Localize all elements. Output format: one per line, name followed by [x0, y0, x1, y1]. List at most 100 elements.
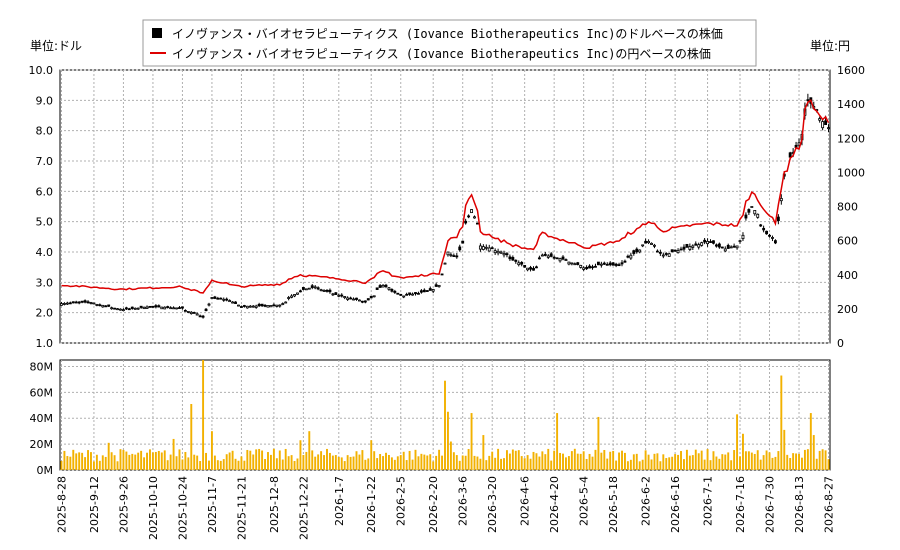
- volume-bar: [438, 449, 441, 470]
- candle-body: [679, 248, 683, 251]
- volume-bar: [458, 460, 461, 470]
- volume-bar: [491, 451, 494, 470]
- candle-body: [107, 304, 111, 307]
- volume-bar: [134, 454, 137, 470]
- volume-bar: [131, 453, 134, 470]
- volume-bar: [747, 451, 750, 470]
- candle-body: [113, 307, 117, 310]
- candle-body: [682, 246, 686, 250]
- candle-body: [245, 305, 249, 309]
- legend-box: [142, 19, 757, 67]
- volume-bar: [387, 454, 390, 470]
- volume-bar: [470, 413, 473, 470]
- volume-bar: [92, 461, 95, 470]
- volume-bar: [78, 452, 81, 470]
- candle-body: [251, 305, 255, 308]
- x-tick-label: 2026-3-20: [486, 476, 499, 533]
- volume-bar: [234, 458, 237, 470]
- x-tick-label: 2026-6-16: [669, 476, 682, 533]
- candle-body: [83, 300, 87, 303]
- price-plot-area: [59, 69, 831, 344]
- candle-body: [414, 292, 417, 295]
- volume-bar: [467, 449, 470, 470]
- right-tick-label: 800: [837, 201, 858, 214]
- candle-body: [62, 303, 66, 305]
- volume-bar: [151, 452, 154, 470]
- candle-body: [393, 290, 397, 293]
- volume-bar: [615, 460, 618, 470]
- candle-body: [484, 246, 488, 249]
- volume-bar: [812, 435, 815, 470]
- candle-body: [101, 304, 105, 308]
- volume-bar: [352, 456, 355, 470]
- candle-body: [552, 256, 556, 259]
- candle-body: [561, 256, 565, 260]
- left-tick-label: 4.0: [36, 246, 54, 259]
- candle-body: [493, 250, 497, 254]
- candle-body: [142, 306, 146, 310]
- volume-bar: [547, 448, 550, 470]
- candle-body: [77, 301, 81, 304]
- volume-bar: [621, 450, 623, 470]
- volume-bar: [302, 454, 305, 470]
- volume-bar: [205, 452, 207, 470]
- candle-body: [325, 290, 329, 292]
- left-tick-label: 7.0: [36, 155, 54, 168]
- candle-body: [65, 302, 69, 305]
- candle-body: [620, 262, 624, 265]
- candle-body: [405, 293, 409, 296]
- volume-bar: [169, 454, 172, 470]
- candle-body: [172, 307, 176, 310]
- volume-bar: [600, 452, 603, 470]
- volume-bar: [140, 450, 143, 470]
- volume-panel: 0M 20M 40M 60M 80M 2025-8-28 2025-9-12 2025-9-…: [30, 359, 836, 540]
- volume-bar: [119, 449, 122, 470]
- candle-body: [163, 306, 167, 310]
- volume-bar: [299, 440, 302, 470]
- volume-bar: [650, 459, 653, 470]
- volume-bar: [405, 460, 408, 470]
- candle-body: [564, 259, 568, 261]
- volume-bar: [166, 460, 169, 470]
- x-tick-label: 2026-2-20: [427, 476, 440, 533]
- candle-body: [632, 250, 636, 254]
- candle-body: [661, 254, 665, 257]
- candle-body: [130, 306, 134, 309]
- volume-bar: [582, 451, 585, 470]
- volume-bar: [801, 457, 803, 470]
- candle-body: [328, 289, 332, 293]
- yen-price-line: [61, 99, 830, 294]
- candle-body: [582, 267, 586, 270]
- volume-bar: [677, 454, 680, 470]
- candle-body: [655, 250, 659, 253]
- candle-body: [346, 297, 350, 300]
- volume-bar: [544, 454, 547, 470]
- candle-body: [714, 244, 718, 247]
- candle-body: [369, 295, 373, 299]
- candle-body: [585, 266, 589, 270]
- candle-body: [605, 263, 609, 266]
- x-tick-label: 2026-5-4: [578, 476, 591, 526]
- volume-bar: [175, 456, 178, 470]
- candle-body: [104, 305, 108, 308]
- left-tick-label: 3.0: [36, 276, 54, 289]
- volume-bar: [588, 453, 591, 470]
- right-tick-label: 0: [837, 337, 844, 350]
- candle-body: [667, 253, 671, 257]
- x-tick-label: 2026-1-22: [365, 476, 378, 533]
- volume-bar: [187, 457, 190, 470]
- left-axis-unit: 単位:ドル: [30, 38, 82, 53]
- candle-body: [455, 255, 459, 258]
- candle-body: [219, 297, 223, 300]
- candle-body: [387, 287, 391, 290]
- volume-bar: [305, 451, 308, 470]
- candle-body: [275, 304, 279, 307]
- volume-bar: [373, 451, 376, 470]
- candle-body: [520, 262, 524, 265]
- volume-bars: [60, 360, 830, 470]
- candle-body: [765, 230, 769, 235]
- x-tick-label: 2025-12-22: [297, 476, 310, 540]
- candle-body: [647, 240, 650, 244]
- candle-body: [446, 251, 450, 256]
- x-tick-label: 2026-2-5: [395, 476, 408, 526]
